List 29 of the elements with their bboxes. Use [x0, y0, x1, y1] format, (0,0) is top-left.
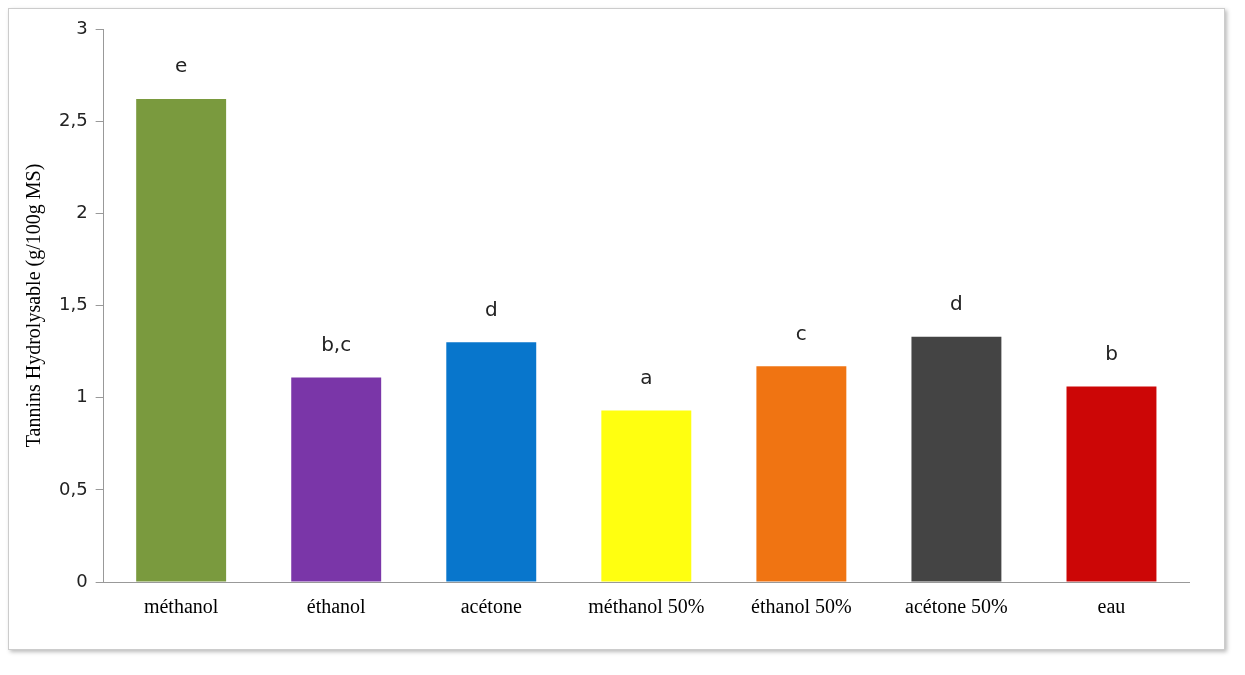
- annotation: b: [1105, 340, 1118, 365]
- y-tick-label: 0: [76, 569, 88, 591]
- y-tick-label: 1,5: [58, 293, 88, 315]
- bar: [1066, 386, 1157, 582]
- bar: [291, 377, 382, 582]
- x-tick-label: méthanol 50%: [588, 595, 705, 618]
- x-tick-label: méthanol: [143, 595, 219, 618]
- bar: [136, 99, 227, 582]
- x-tick-label: acétone 50%: [905, 595, 1008, 618]
- x-tick-label: acétone: [460, 595, 522, 618]
- y-tick-label: 1: [76, 385, 88, 407]
- annotation: c: [795, 320, 807, 345]
- annotation: e: [175, 53, 188, 78]
- y-tick-label: 2,5: [58, 108, 88, 130]
- y-tick-label: 3: [76, 16, 88, 38]
- annotation: a: [640, 364, 653, 389]
- y-tick-label: 2: [76, 201, 88, 223]
- annotation: b,c: [321, 331, 352, 356]
- x-tick-label: éthanol 50%: [751, 595, 852, 618]
- bar: [911, 336, 1002, 582]
- bar: [756, 366, 847, 582]
- x-tick-label: éthanol: [306, 595, 367, 618]
- y-tick-label: 0,5: [58, 477, 88, 499]
- annotation: d: [950, 291, 963, 316]
- y-axis-title: Tannins Hydrolysable (g/100g MS): [22, 163, 46, 448]
- bar: [446, 342, 537, 582]
- x-tick-label: eau: [1097, 595, 1126, 618]
- bar: [601, 410, 692, 582]
- annotation: d: [484, 296, 498, 321]
